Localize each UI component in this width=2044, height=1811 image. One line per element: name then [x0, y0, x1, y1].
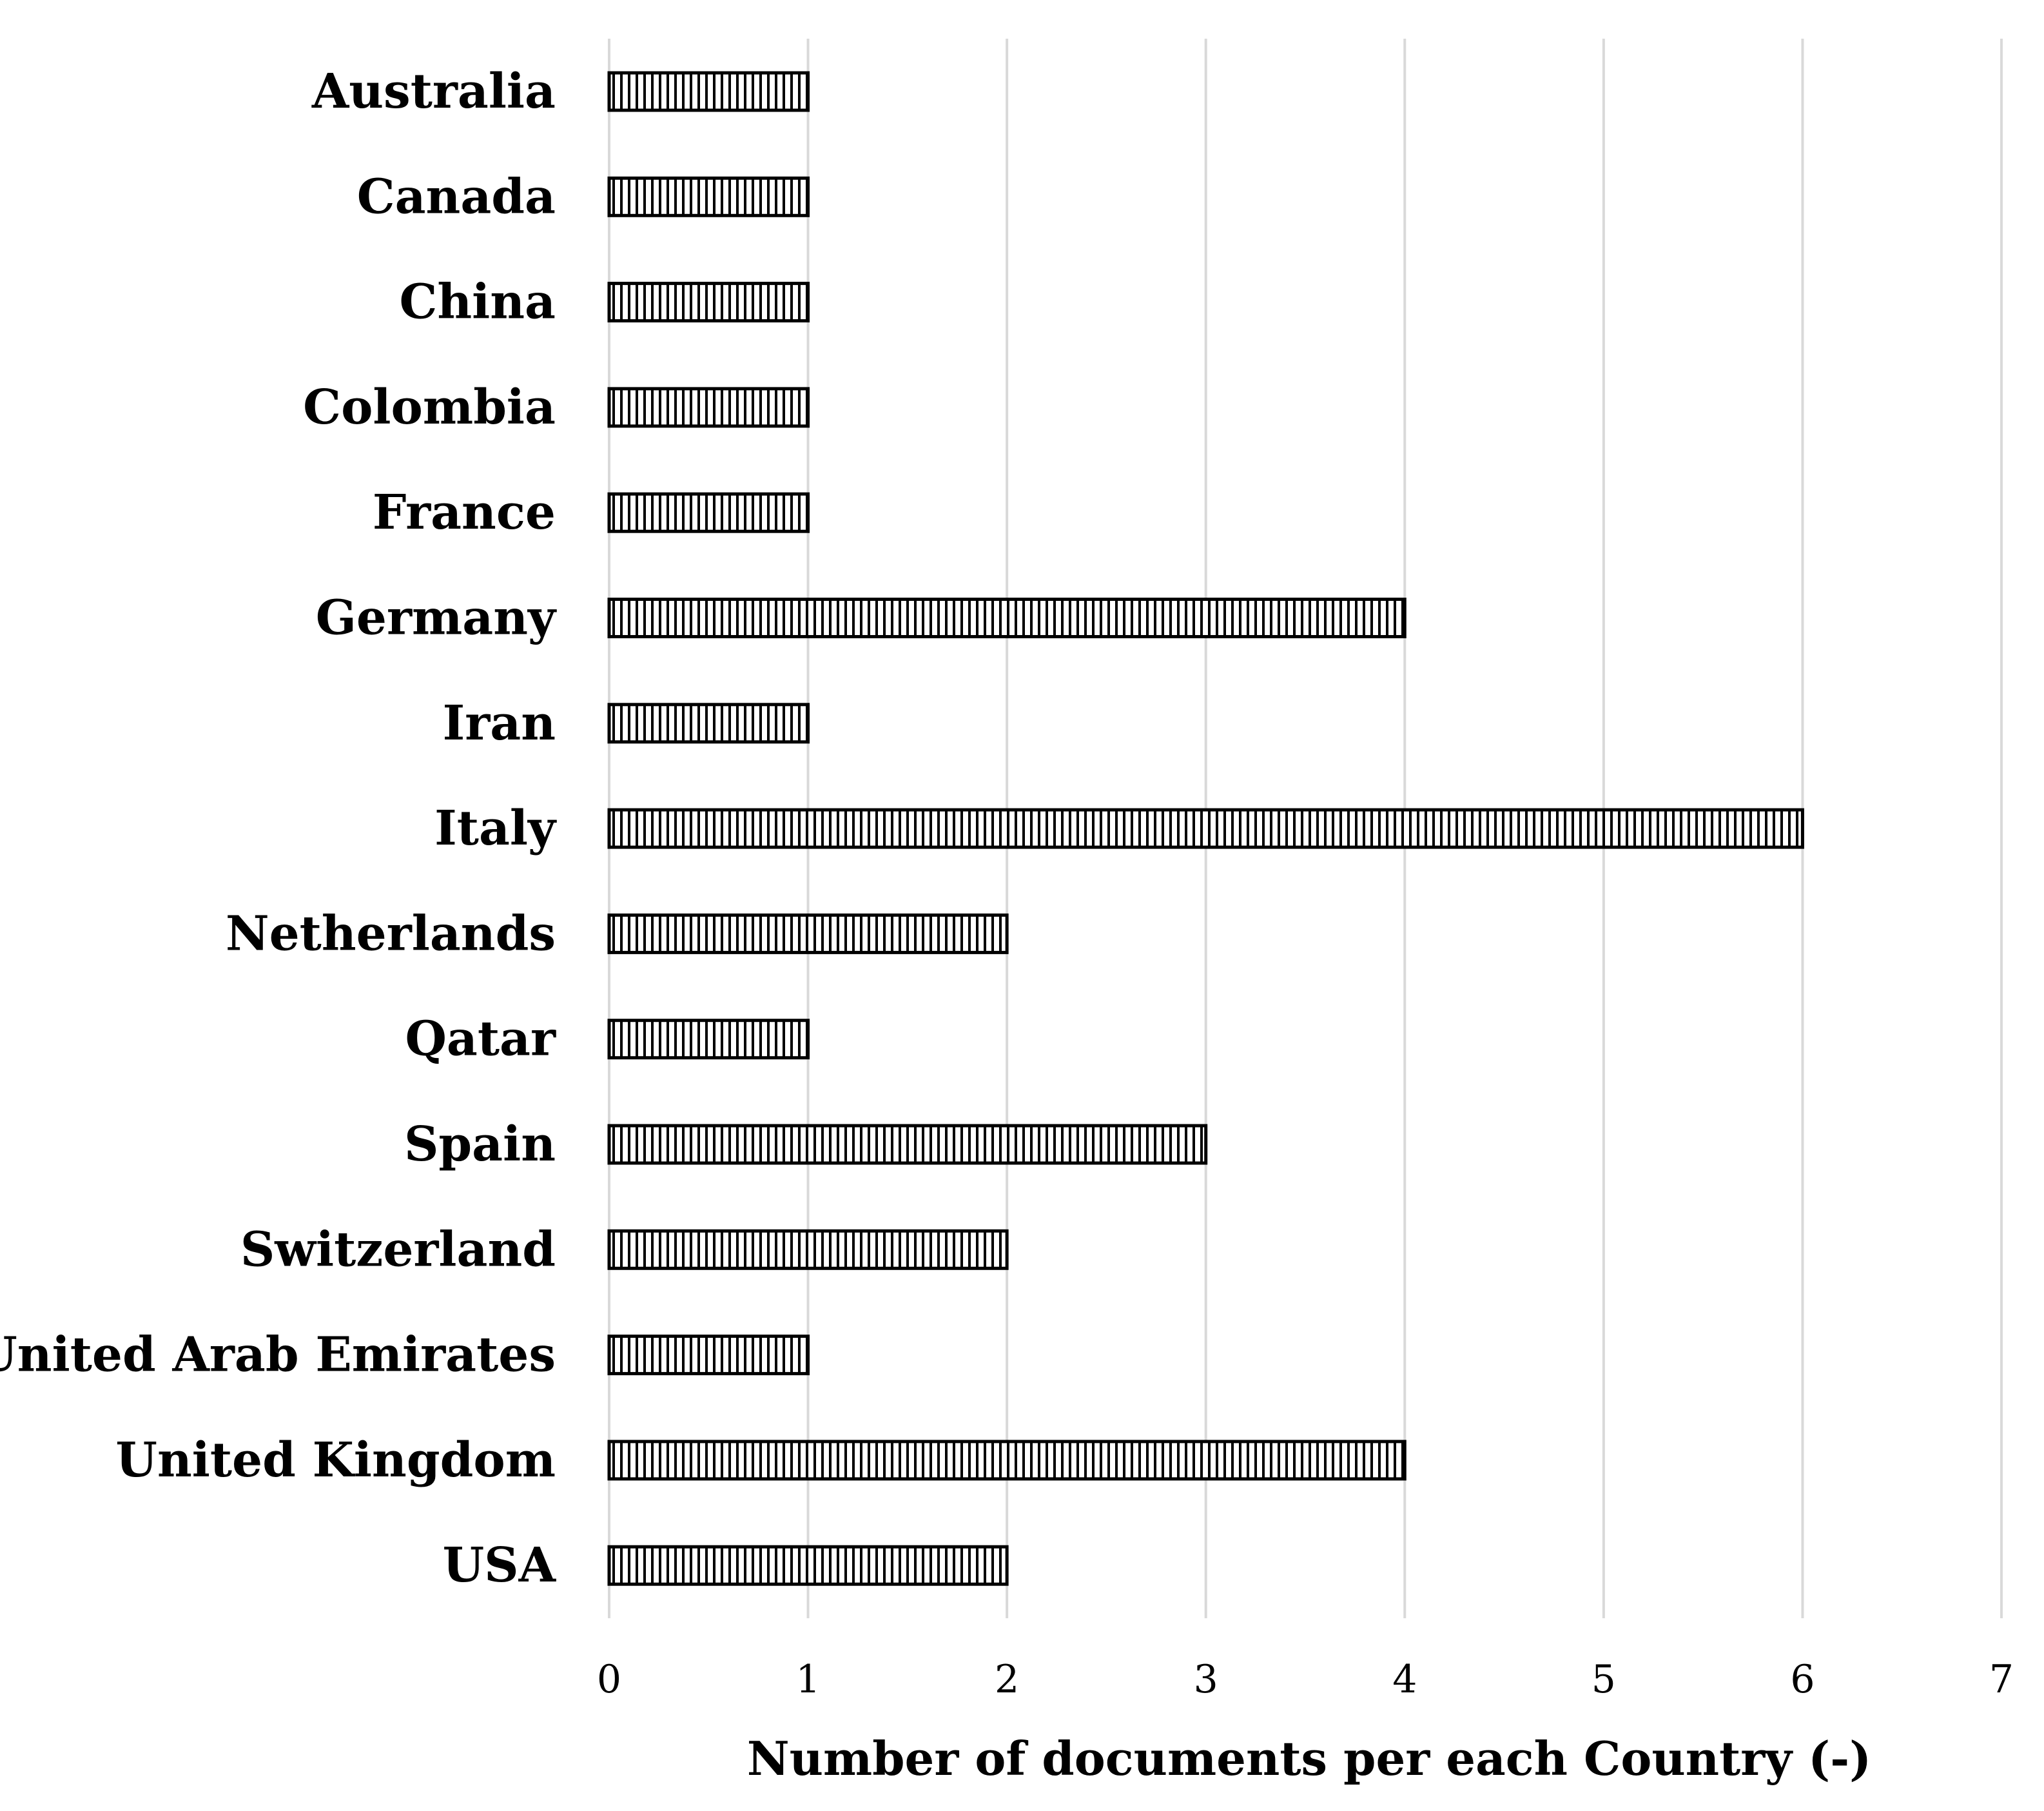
x-tick-label: 3 — [1194, 1657, 1218, 1702]
category-label: Spain — [404, 1117, 556, 1172]
category-label: Switzerland — [240, 1222, 556, 1277]
bar — [607, 808, 1804, 849]
bar — [607, 1440, 1406, 1481]
bar — [607, 282, 810, 323]
bar — [607, 387, 810, 428]
category-label: Germany — [316, 591, 557, 646]
category-label: France — [373, 485, 556, 540]
x-tick-label: 6 — [1790, 1657, 1815, 1702]
category-label: Iran — [443, 696, 556, 751]
category-labels: Australia Canada China Colombia France German… — [0, 64, 557, 1593]
category-label: Qatar — [405, 1012, 556, 1067]
category-label: USA — [443, 1538, 557, 1593]
x-tick-label: 4 — [1392, 1657, 1417, 1702]
category-label: Australia — [311, 64, 556, 119]
bar — [607, 71, 810, 112]
category-label: Canada — [357, 169, 556, 224]
bar — [607, 1335, 810, 1376]
x-tick-labels: 0 1 2 3 4 5 6 7 — [597, 1657, 2014, 1702]
bar — [607, 1124, 1208, 1165]
bar — [607, 492, 810, 533]
category-label: United Kingdom — [115, 1433, 556, 1488]
x-tick-label: 0 — [597, 1657, 621, 1702]
x-tick-label: 2 — [995, 1657, 1019, 1702]
category-label: Colombia — [303, 380, 556, 435]
bar — [607, 1545, 1009, 1586]
bar — [607, 913, 1009, 954]
bar — [607, 1019, 810, 1060]
x-tick-label: 5 — [1591, 1657, 1616, 1702]
category-label: Italy — [434, 801, 557, 856]
category-label: United Arab Emirates — [0, 1327, 556, 1383]
bar — [607, 176, 810, 217]
bar — [607, 703, 810, 744]
x-axis-title: Number of documents per each Country (-) — [747, 1731, 1871, 1786]
x-tick-label: 1 — [795, 1657, 820, 1702]
category-label: China — [399, 275, 556, 330]
bar — [607, 1229, 1009, 1270]
category-label: Netherlands — [226, 906, 556, 961]
bar — [607, 598, 1406, 638]
x-tick-label: 7 — [1989, 1657, 2014, 1702]
bars — [607, 71, 1804, 1586]
